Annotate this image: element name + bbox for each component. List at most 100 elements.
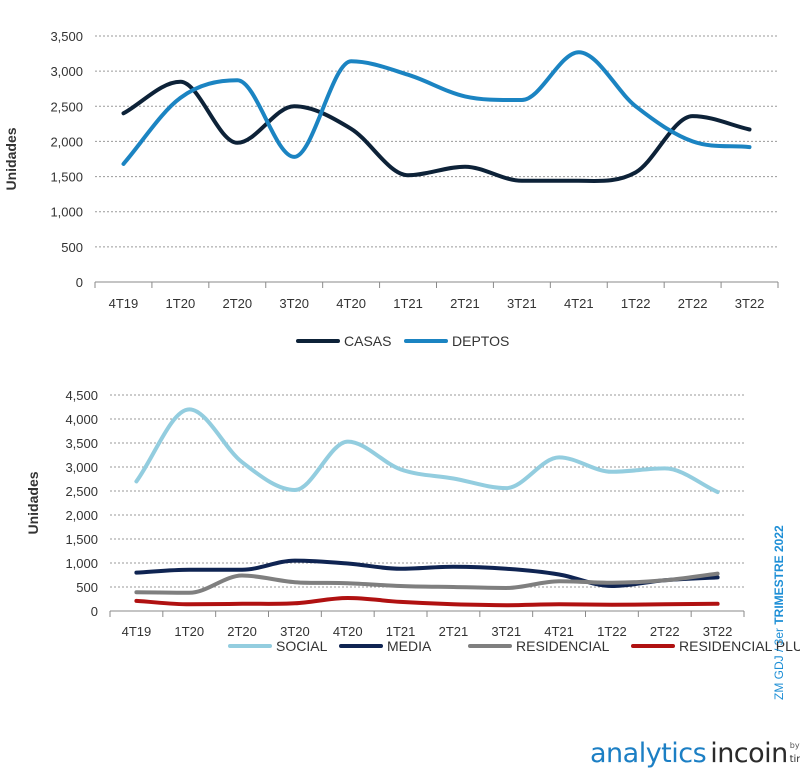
x-tick-label: 3T22	[703, 624, 733, 639]
data-point-social	[294, 489, 296, 491]
y-tick-label: 2,000	[50, 134, 83, 149]
x-tick-label: 1T21	[393, 296, 423, 311]
data-point-deptos	[122, 163, 125, 165]
data-point-media	[716, 576, 719, 579]
x-tick-label: 4T19	[122, 624, 152, 639]
x-tick-label: 3T20	[279, 296, 309, 311]
data-point-casas	[748, 128, 751, 131]
data-point-deptos	[464, 95, 466, 98]
data-point-residencial-plus	[611, 603, 613, 606]
x-tick-label: 1T22	[597, 624, 627, 639]
data-point-media	[135, 571, 138, 574]
data-point-media	[452, 566, 455, 568]
x-tick-label: 2T20	[227, 624, 257, 639]
data-point-media	[241, 568, 243, 571]
data-point-residencial-plus	[135, 600, 138, 602]
data-point-deptos	[236, 79, 239, 82]
data-point-deptos	[691, 140, 694, 143]
y-tick-label: 500	[61, 240, 83, 255]
data-point-social	[611, 471, 613, 473]
y-tick-label: 2,500	[65, 484, 98, 499]
x-tick-label: 4T21	[564, 296, 594, 311]
data-point-casas	[577, 179, 580, 182]
data-point-social	[241, 461, 243, 464]
brand-incoin: incoin	[710, 738, 788, 769]
brand-tinsa: tinsa	[789, 754, 800, 765]
series-line-media	[134, 558, 720, 588]
data-point-residencial-plus	[505, 604, 508, 607]
data-point-deptos	[293, 156, 296, 158]
data-point-residencial	[558, 580, 560, 583]
x-tick-label: 2T22	[678, 296, 708, 311]
x-tick-label: 4T21	[544, 624, 574, 639]
series-line-residencial-plus	[134, 596, 720, 608]
data-point-social	[716, 491, 719, 493]
y-tick-label: 0	[76, 275, 83, 290]
series-line-casas	[121, 79, 752, 183]
series-line-social	[134, 407, 720, 494]
side-note-period: TRIMESTRE 2022	[772, 525, 786, 625]
x-tick-label: 4T20	[336, 296, 366, 311]
data-point-casas	[350, 127, 352, 130]
data-point-residencial	[452, 586, 455, 588]
data-point-social	[505, 487, 508, 489]
data-point-media	[188, 568, 191, 571]
series-line-residencial	[134, 571, 720, 595]
brand-analytics: analytics	[590, 738, 707, 769]
data-point-media	[558, 573, 560, 576]
y-tick-label: 2,500	[50, 99, 83, 114]
data-point-residencial	[188, 591, 191, 594]
legend-label-residencial-plus: RESIDENCIAL PLUS	[679, 638, 800, 654]
data-point-residencial	[241, 574, 243, 577]
data-point-casas	[521, 179, 523, 182]
y-tick-label: 4,500	[65, 388, 98, 403]
y-tick-label: 1,000	[50, 205, 83, 220]
x-tick-label: 2T21	[439, 624, 469, 639]
data-point-casas	[634, 171, 637, 174]
x-tick-label: 1T20	[166, 296, 196, 311]
y-axis-title: Unidades	[3, 127, 19, 190]
x-tick-label: 4T20	[333, 624, 363, 639]
y-tick-label: 2,000	[65, 508, 98, 523]
y-tick-label: 3,000	[50, 64, 83, 79]
data-point-social	[663, 467, 666, 470]
x-tick-label: 2T20	[222, 296, 252, 311]
data-point-residencial-plus	[716, 603, 719, 605]
data-point-casas	[464, 165, 466, 168]
data-point-residencial-plus	[346, 597, 349, 599]
data-point-residencial	[399, 585, 402, 587]
x-tick-label: 4T19	[109, 296, 139, 311]
data-point-residencial	[505, 587, 508, 589]
data-point-residencial-plus	[558, 603, 560, 606]
data-point-residencial	[135, 591, 138, 594]
data-point-residencial-plus	[241, 603, 243, 605]
legend-label-casas: CASAS	[344, 333, 391, 349]
x-tick-label: 3T22	[735, 296, 765, 311]
series-line-deptos	[121, 50, 752, 166]
data-point-residencial-plus	[663, 603, 666, 606]
data-point-residencial	[294, 581, 296, 583]
data-point-deptos	[350, 60, 352, 63]
data-point-deptos	[634, 105, 637, 108]
y-tick-label: 4,000	[65, 412, 98, 427]
x-tick-label: 1T21	[386, 624, 416, 639]
data-point-casas	[691, 115, 694, 117]
data-point-deptos	[748, 146, 751, 148]
y-tick-label: 3,000	[65, 460, 98, 475]
data-point-social	[399, 468, 402, 471]
legend-label-deptos: DEPTOS	[452, 333, 509, 349]
data-point-residencial	[716, 572, 719, 575]
data-point-residencial	[611, 581, 613, 584]
y-tick-label: 3,500	[50, 29, 83, 44]
data-point-casas	[293, 105, 296, 108]
data-point-social	[452, 477, 455, 480]
data-point-media	[505, 567, 508, 570]
casas-deptos-chart: 0 500 1,000 1,500 2,000 2,500 3,000 3,500 4T19 1T…	[3, 29, 779, 349]
legend-label-residencial: RESIDENCIAL	[516, 638, 610, 654]
x-tick-label: 3T21	[507, 296, 537, 311]
data-point-media	[611, 585, 613, 587]
y-tick-label: 3,500	[65, 436, 98, 451]
data-point-social	[558, 456, 560, 459]
